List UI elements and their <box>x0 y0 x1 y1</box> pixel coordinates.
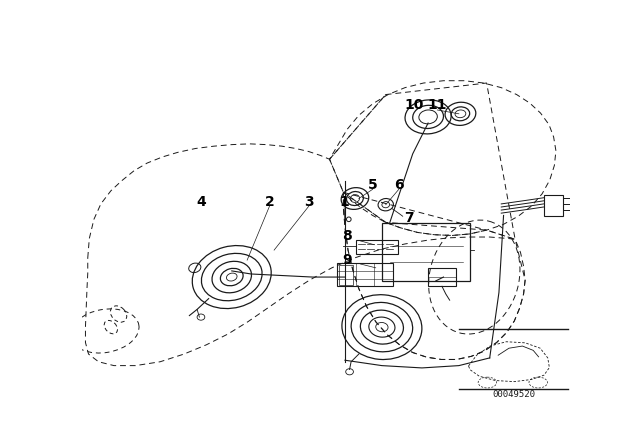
Text: 11: 11 <box>428 99 447 112</box>
Text: 1: 1 <box>339 195 349 209</box>
Text: 2: 2 <box>264 195 275 209</box>
Bar <box>543 195 563 216</box>
Bar <box>339 265 353 285</box>
Bar <box>382 223 470 281</box>
Text: 00049520: 00049520 <box>492 390 535 399</box>
Text: 4: 4 <box>196 195 206 209</box>
Text: 10: 10 <box>404 99 424 112</box>
Text: 8: 8 <box>342 229 352 243</box>
Bar <box>428 268 456 286</box>
Text: 6: 6 <box>394 178 404 192</box>
Text: 3: 3 <box>304 195 314 209</box>
Text: 5: 5 <box>368 178 378 192</box>
Bar <box>337 263 393 286</box>
Text: 7: 7 <box>404 211 413 225</box>
Text: 9: 9 <box>342 253 352 267</box>
Bar <box>356 240 398 254</box>
